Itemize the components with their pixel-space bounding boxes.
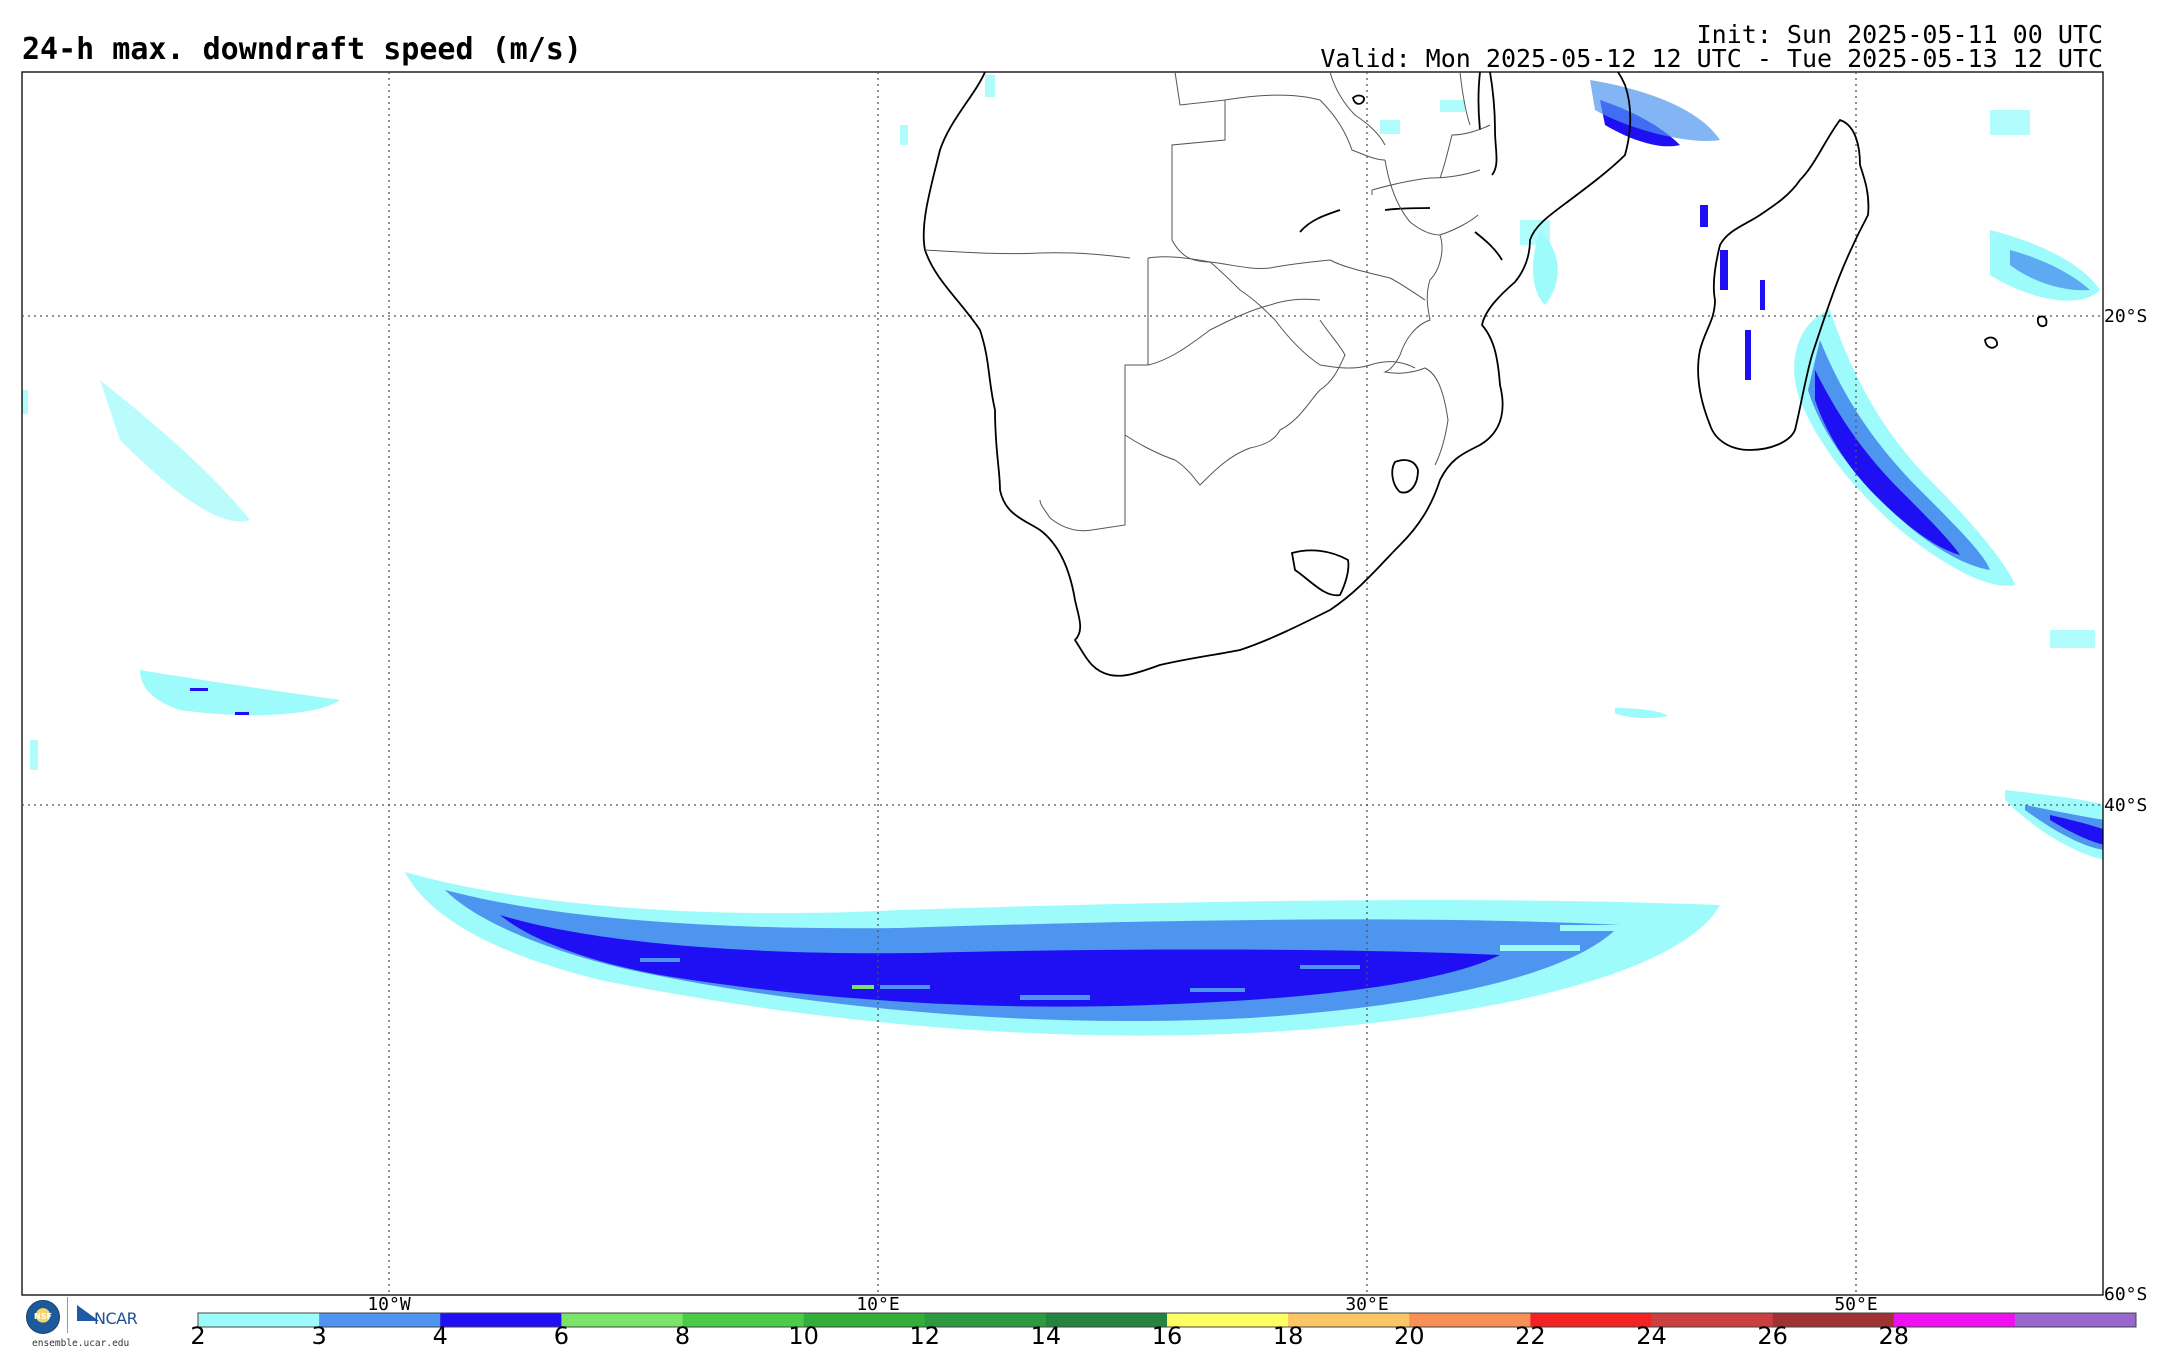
lat-label: 20°S bbox=[2104, 306, 2147, 327]
colorbar-tick-label: 20 bbox=[1394, 1322, 1425, 1350]
ncar-mark-icon bbox=[77, 1305, 99, 1321]
colorbar-swatch bbox=[319, 1313, 441, 1327]
logo-divider bbox=[67, 1297, 68, 1333]
axis-labels: 20°S 40°S 60°S 10°W 10°E 30°E 50°E bbox=[367, 306, 2147, 1315]
colorbar-swatch bbox=[682, 1313, 805, 1327]
chart-title: 24-h max. downdraft speed (m/s) bbox=[22, 32, 582, 67]
colorbar-tick-label: 8 bbox=[675, 1322, 690, 1350]
colorbar-swatch bbox=[198, 1313, 320, 1327]
colorbar-swatch bbox=[1409, 1313, 1531, 1327]
colorbar-swatch bbox=[924, 1313, 1047, 1327]
site-url: ensemble.ucar.edu bbox=[32, 1338, 130, 1349]
lat-label: 60°S bbox=[2104, 1284, 2147, 1305]
colorbar-swatch bbox=[1045, 1313, 1168, 1327]
colorbar-swatch bbox=[1530, 1313, 1652, 1327]
lon-label: 30°E bbox=[1345, 1294, 1388, 1315]
valid-time: Valid: Mon 2025-05-12 12 UTC - Tue 2025-… bbox=[1320, 44, 2103, 73]
colorbar-swatch bbox=[1167, 1313, 1289, 1327]
lat-label: 40°S bbox=[2104, 795, 2147, 816]
downdraft-shading bbox=[22, 75, 2103, 1036]
colorbar-tick-label: 24 bbox=[1636, 1322, 1667, 1350]
colorbar: 2 3 4 6 8 10 12 14 16 18 20 22 24 26 28 bbox=[190, 1312, 2137, 1350]
colorbar-tick-label: 22 bbox=[1515, 1322, 1546, 1350]
graticule bbox=[22, 72, 2103, 1295]
colorbar-tick-label: 6 bbox=[554, 1322, 569, 1350]
init-time: Init: Sun 2025-05-11 00 UTC bbox=[1696, 20, 2103, 49]
colorbar-swatch bbox=[803, 1313, 926, 1327]
colorbar-tick-label: 28 bbox=[1878, 1322, 1909, 1350]
colorbar-swatch bbox=[1651, 1313, 1774, 1327]
colorbar-swatch bbox=[2014, 1313, 2137, 1327]
colorbar-tick-label: 12 bbox=[909, 1322, 940, 1350]
ncar-logo: NCAR bbox=[94, 1309, 138, 1328]
colorbar-tick-label: 3 bbox=[311, 1322, 326, 1350]
colorbar-tick-label: 2 bbox=[190, 1322, 205, 1350]
colorbar-tick-label: 10 bbox=[788, 1322, 819, 1350]
colorbar-tick-label: 18 bbox=[1273, 1322, 1304, 1350]
map-frame bbox=[21, 71, 2104, 1296]
colorbar-tick-label: 4 bbox=[433, 1322, 448, 1350]
lon-label: 10°E bbox=[856, 1294, 899, 1315]
colorbar-frame bbox=[197, 1312, 2137, 1328]
colorbar-swatch bbox=[1893, 1313, 2016, 1327]
colorbar-tick-label: 14 bbox=[1031, 1322, 1062, 1350]
country-borders bbox=[924, 71, 1491, 532]
coastlines bbox=[922, 71, 2048, 677]
colorbar-swatch bbox=[1288, 1313, 1410, 1327]
lon-label: 10°W bbox=[367, 1294, 411, 1315]
lon-label: 50°E bbox=[1834, 1294, 1877, 1315]
colorbar-swatch bbox=[1772, 1313, 1895, 1327]
nsf-logo: NSF bbox=[26, 1300, 60, 1334]
colorbar-tick-label: 26 bbox=[1757, 1322, 1788, 1350]
colorbar-swatch bbox=[440, 1313, 562, 1327]
colorbar-swatch bbox=[561, 1313, 683, 1327]
colorbar-tick-label: 16 bbox=[1152, 1322, 1183, 1350]
logo-group: NSF NCAR ensemble.ucar.edu bbox=[22, 1297, 157, 1353]
